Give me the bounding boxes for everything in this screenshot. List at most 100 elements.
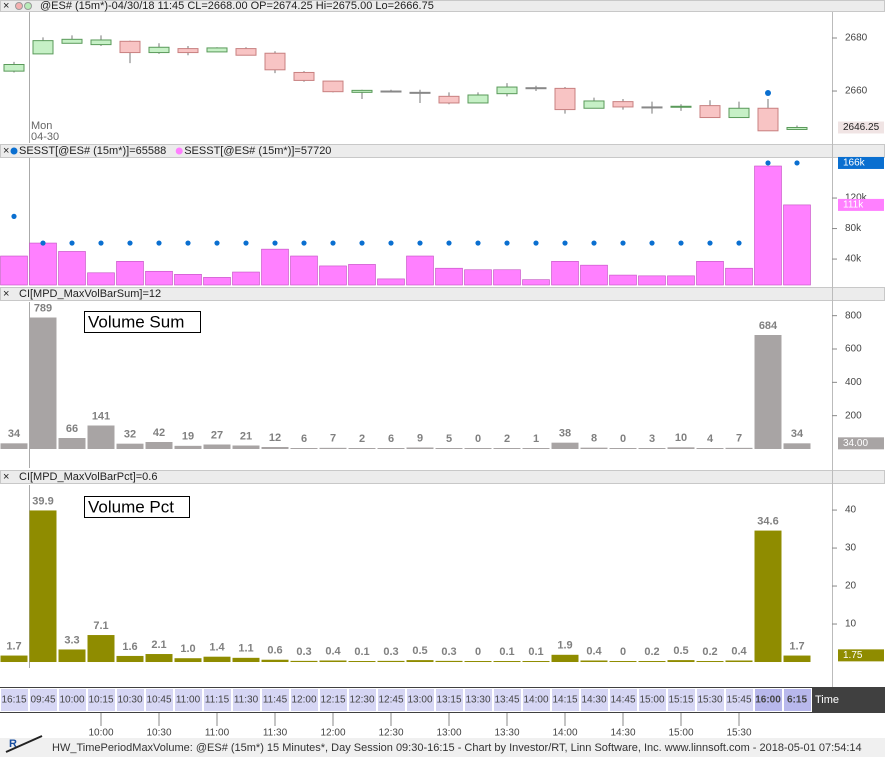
bar	[493, 448, 521, 449]
bar	[522, 661, 550, 663]
volume-dot	[475, 240, 481, 246]
volume-dot	[736, 240, 742, 246]
bar	[261, 659, 289, 663]
value-label: 684	[759, 320, 778, 332]
signal-dot	[765, 90, 771, 97]
y-tick-label: 400	[845, 377, 862, 388]
bar	[232, 445, 260, 449]
time-cell	[87, 688, 116, 712]
y-tick-label: 40	[845, 505, 857, 516]
bar	[667, 447, 695, 449]
value-label: 0.4	[731, 645, 747, 657]
bar	[406, 447, 434, 449]
volume-dot	[417, 240, 423, 246]
close-icon[interactable]: ×	[3, 288, 9, 300]
value-label: 2.1	[151, 639, 166, 651]
candle-body	[583, 100, 605, 109]
time-cell	[493, 688, 522, 712]
value-label: 0.1	[528, 646, 543, 658]
volume-bar	[58, 251, 86, 286]
time-cell-label: 10:00	[59, 695, 84, 706]
bar	[87, 635, 115, 663]
time-cell-label: 13:30	[465, 695, 490, 706]
bar	[203, 656, 231, 663]
volume-bar	[232, 271, 260, 286]
time-cell-label: 13:00	[407, 695, 432, 706]
value-label: 42	[153, 427, 165, 439]
candle-body	[148, 46, 170, 54]
x-tick-label: 13:00	[436, 728, 461, 739]
time-cell	[377, 688, 406, 712]
value-label: 0	[620, 646, 626, 658]
y-tick-label: 80k	[845, 223, 862, 234]
value-label: 5	[446, 433, 452, 445]
candle-body	[322, 80, 344, 93]
bar	[348, 661, 376, 663]
volume-dot	[794, 160, 800, 166]
close-icon[interactable]: ×	[3, 145, 9, 157]
time-cell-label: 14:15	[552, 695, 577, 706]
close-icon[interactable]: ×	[3, 471, 9, 483]
bar	[145, 442, 173, 449]
candle-body	[786, 126, 808, 130]
x-tick-label: 15:00	[668, 728, 693, 739]
volume-dot	[446, 240, 452, 246]
time-cell	[609, 688, 638, 712]
value-label: 10	[675, 432, 687, 444]
candle-body	[525, 87, 547, 90]
value-label: 0.2	[644, 646, 659, 658]
time-cell-label: 09:45	[30, 695, 55, 706]
time-cell	[667, 688, 696, 712]
close-icon[interactable]: ×	[3, 0, 9, 12]
volume-dot	[301, 240, 307, 246]
time-cell-label: 15:15	[668, 695, 693, 706]
y-tick-label: 200	[845, 410, 862, 421]
time-cell-label: 15:45	[726, 695, 751, 706]
time-cell-label: 11:30	[234, 695, 259, 706]
value-label: 2	[359, 433, 365, 445]
current-value-box	[838, 437, 884, 450]
x-tick-label: 15:30	[726, 728, 751, 739]
time-cell-label: 13:15	[436, 695, 461, 706]
legend-marker	[10, 147, 18, 155]
x-tick-label: 12:00	[320, 728, 345, 739]
time-cell	[290, 688, 319, 712]
time-label: Time	[815, 694, 839, 706]
volume-dot	[678, 240, 684, 246]
time-cell	[116, 688, 145, 712]
logo: R	[5, 735, 43, 753]
time-cell-label: 16:00	[755, 695, 781, 706]
bar	[696, 661, 724, 663]
y-tick-label: 2660	[845, 86, 868, 97]
current-value-box	[838, 198, 884, 211]
volume-dot	[98, 240, 104, 246]
candle-body	[467, 94, 489, 104]
volume-bar	[696, 261, 724, 286]
bar	[551, 654, 579, 663]
candle-body	[177, 48, 199, 54]
annotation-box	[84, 311, 201, 333]
bar	[464, 448, 492, 449]
value-label: 3	[649, 433, 655, 445]
time-cell	[783, 688, 812, 712]
session-date: 04-30	[31, 131, 59, 143]
volume-bar	[464, 269, 492, 286]
bar	[377, 448, 405, 449]
volume-bar	[522, 279, 550, 286]
value-label: 38	[559, 428, 571, 440]
current-value-label: 1.75	[843, 650, 863, 661]
value-label: 0.5	[673, 645, 688, 657]
volume-bar	[667, 275, 695, 286]
candle-body	[612, 101, 634, 108]
volume-dot	[243, 240, 249, 246]
bar	[116, 655, 144, 663]
volume-dot	[533, 240, 539, 246]
time-cell-label: 15:00	[639, 695, 664, 706]
bar	[174, 445, 202, 449]
time-cell-label: 16:15	[1, 695, 26, 706]
bar	[290, 448, 318, 449]
value-label: 34	[791, 428, 804, 440]
time-cell-label: 15:30	[697, 695, 722, 706]
